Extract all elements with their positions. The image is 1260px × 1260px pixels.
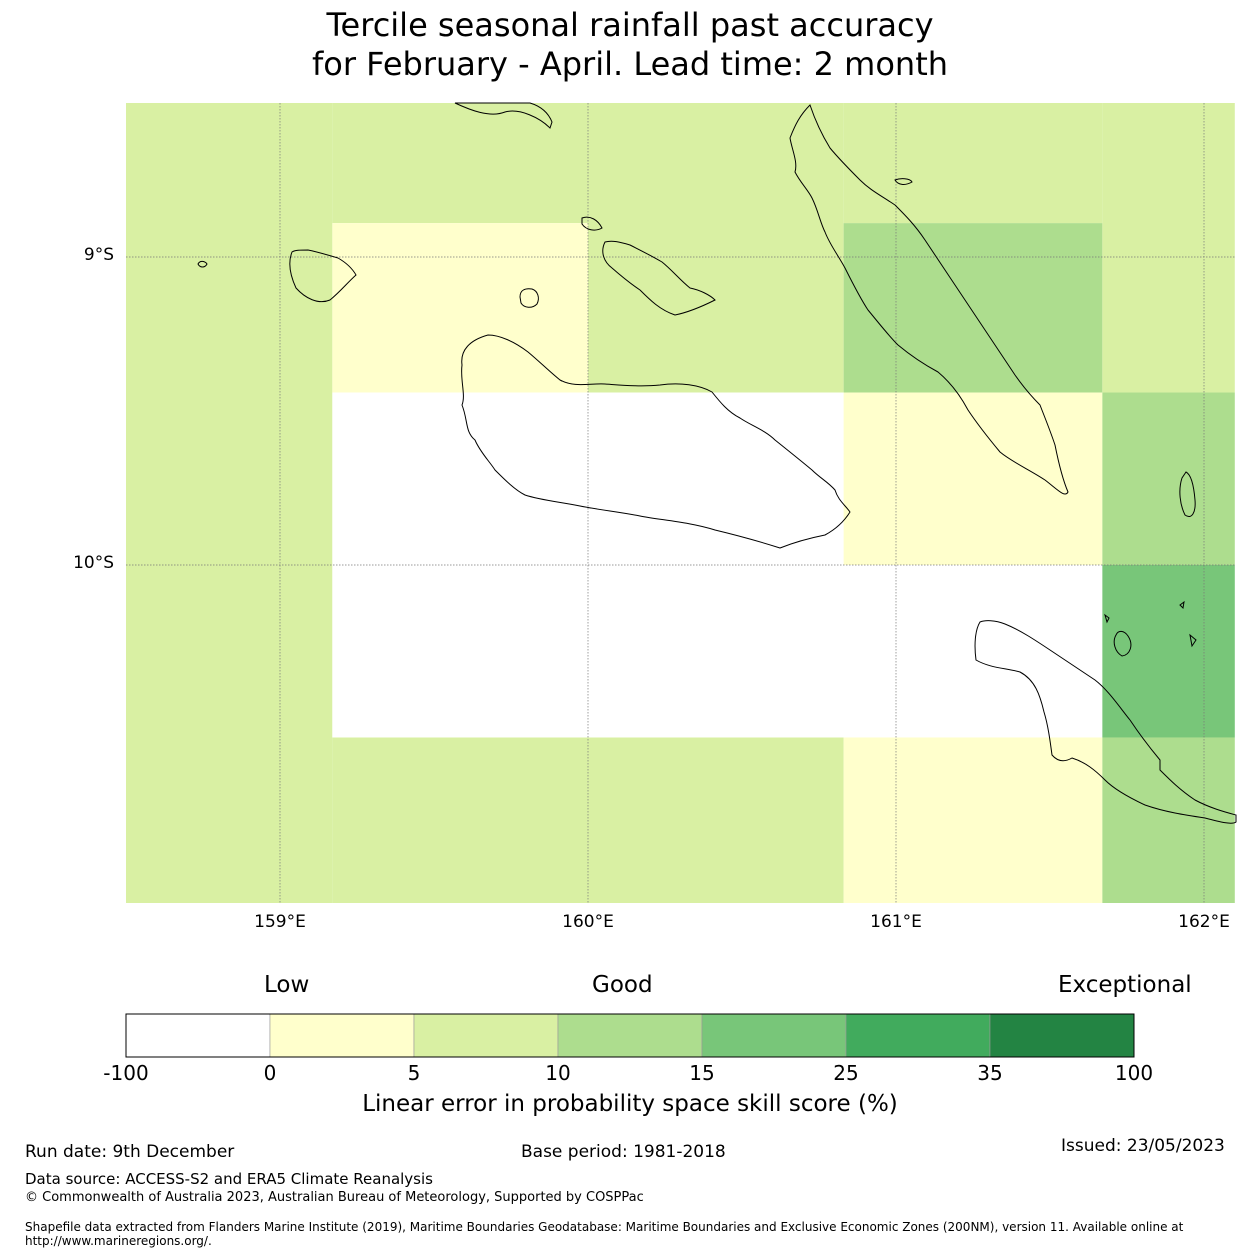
lon-label-161e: 161°E (870, 912, 922, 932)
legend-swatch (269, 1013, 415, 1058)
shapefile-credit: Shapefile data extracted from Flanders M… (25, 1220, 1184, 1248)
coastline-islet-c (1189, 633, 1197, 648)
run-date: Run date: 9th December (25, 1142, 235, 1162)
legend-tick: 35 (977, 1061, 1003, 1085)
coastline-islet-a (1104, 613, 1110, 624)
skill-cells (126, 103, 1235, 903)
lon-label-159e: 159°E (254, 912, 306, 932)
coastline-malaita (789, 104, 1069, 495)
coastline-ngela-islet (894, 178, 913, 185)
lat-label-10s: 10°S (73, 553, 114, 573)
coastline-small-island-2 (1179, 471, 1196, 517)
legend-title: Linear error in probability space skill … (362, 1091, 898, 1117)
issued-date: Issued: 23/05/2023 (1061, 1136, 1225, 1156)
coastline-nggela (602, 240, 716, 316)
skill-cell (843, 392, 1103, 565)
skill-cell (843, 103, 1103, 224)
legend-tick: 25 (833, 1061, 859, 1085)
legend-border (125, 1013, 1135, 1058)
base-period: Base period: 1981-2018 (521, 1142, 726, 1162)
skill-cell (843, 737, 1103, 903)
legend-tick: 15 (689, 1061, 715, 1085)
coastline-islet-b (1179, 600, 1185, 610)
map-title-line1: Tercile seasonal rainfall past accuracy (326, 6, 934, 44)
skill-cell (843, 223, 1103, 393)
legend-tick: 100 (1114, 1061, 1154, 1085)
legend-swatch (413, 1013, 559, 1058)
legend-colorbar (125, 1013, 1135, 1058)
skill-cell (1102, 565, 1235, 738)
skill-cell (1102, 103, 1235, 393)
skill-cell (332, 223, 588, 393)
legend-tick: 0 (263, 1061, 277, 1085)
lat-label-9s: 9°S (83, 245, 114, 265)
legend-swatch (989, 1013, 1135, 1058)
skill-cell (588, 103, 844, 393)
graticule (126, 103, 1235, 903)
legend-category-low: Low (264, 972, 310, 998)
skill-cell (126, 103, 333, 903)
legend-swatch (701, 1013, 847, 1058)
lon-label-160e: 160°E (562, 912, 614, 932)
legend-swatch (557, 1013, 703, 1058)
coastline-russell (289, 249, 357, 303)
skill-cell (332, 565, 1103, 738)
legend-tick: -100 (103, 1061, 149, 1085)
coastlines (197, 102, 1237, 824)
coastline-savo (519, 288, 539, 308)
coastline-small-island-3 (1113, 630, 1132, 657)
coastline-makira (974, 620, 1237, 824)
coastline-small-island-1 (197, 260, 208, 268)
lon-label-162e: 162°E (1178, 912, 1230, 932)
map-title-line2: for February - April. Lead time: 2 month (311, 45, 949, 83)
legend-swatch (125, 1013, 271, 1058)
legend-tick: 10 (545, 1061, 571, 1085)
legend-swatch (845, 1013, 991, 1058)
skill-cell (1102, 392, 1235, 565)
legend-category-exceptional: Exceptional (1058, 972, 1192, 998)
copyright: © Commonwealth of Australia 2023, Austra… (25, 1190, 644, 1205)
legend-category-good: Good (592, 972, 653, 998)
data-source: Data source: ACCESS-S2 and ERA5 Climate … (25, 1170, 433, 1188)
skill-cell (332, 103, 588, 224)
legend-tick: 5 (407, 1061, 421, 1085)
coastline-florida-north (454, 102, 553, 129)
coastline-guadalcanal (461, 334, 851, 549)
coastline-isabel-tip (581, 216, 603, 231)
